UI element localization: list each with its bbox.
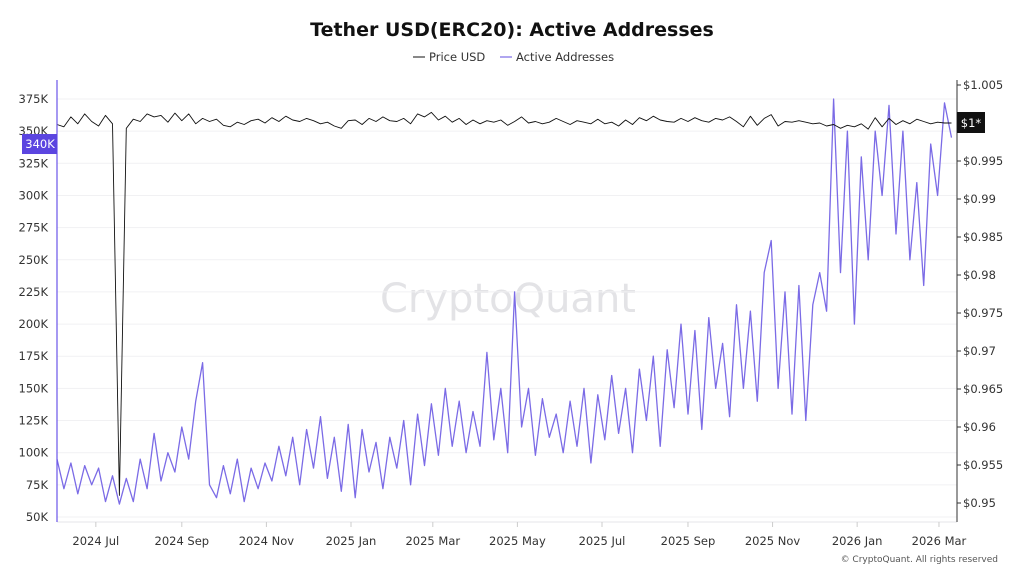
x-tick-label: 2024 Nov bbox=[239, 534, 295, 548]
chart-title: Tether USD(ERC20): Active Addresses bbox=[310, 19, 714, 41]
gridlines bbox=[57, 98, 957, 518]
left-tick-label: 325K bbox=[19, 156, 49, 170]
right-tick-label: $0.985 bbox=[963, 230, 1003, 244]
x-tick-label: 2025 May bbox=[489, 534, 546, 548]
right-tick-label: $1.005 bbox=[963, 78, 1003, 92]
left-y-axis: 50K 75K 100K 125K 150K 175K 200K 225K 250K 275K 30… bbox=[19, 92, 49, 524]
active-addresses-line bbox=[56, 98, 953, 505]
right-tick-label: $0.955 bbox=[963, 458, 1003, 472]
right-tick-label: $0.995 bbox=[963, 154, 1003, 168]
watermark: CryptoQuant bbox=[380, 276, 636, 322]
x-tick-label: 2025 Jan bbox=[326, 534, 377, 548]
right-tick-label: $0.96 bbox=[963, 420, 996, 434]
legend: Price USD Active Addresses bbox=[413, 50, 614, 64]
x-tick-label: 2026 Mar bbox=[912, 534, 967, 548]
x-tick-label: 2024 Sep bbox=[155, 534, 210, 548]
right-tick-label: $0.97 bbox=[963, 344, 996, 358]
copyright-footer: © CryptoQuant. All rights reserved bbox=[841, 555, 998, 565]
current-price-badge bbox=[957, 112, 985, 133]
left-tick-label: 225K bbox=[19, 285, 49, 299]
left-tick-label: 250K bbox=[19, 253, 49, 267]
x-tick-label: 2025 Jul bbox=[579, 534, 626, 548]
right-tick-label: $0.95 bbox=[963, 496, 996, 510]
left-tick-label: 100K bbox=[19, 446, 49, 460]
left-tick-label: 300K bbox=[19, 188, 49, 202]
legend-price-label[interactable]: Price USD bbox=[429, 50, 485, 64]
current-active-addresses-label: 340K bbox=[25, 137, 55, 151]
x-tick-label: 2024 Jul bbox=[72, 534, 119, 548]
left-tick-label: 375K bbox=[19, 92, 49, 106]
x-tick-label: 2025 Mar bbox=[405, 534, 460, 548]
x-tick-label: 2026 Jan bbox=[832, 534, 883, 548]
current-price-label: $1* bbox=[961, 116, 982, 130]
left-tick-label: 175K bbox=[19, 349, 49, 363]
right-tick-label: $0.99 bbox=[963, 192, 996, 206]
right-tick-label: $0.965 bbox=[963, 382, 1003, 396]
right-y-axis: $0.95 $0.955 $0.96 $0.965 $0.97 $0.975 $0.98 $0… bbox=[957, 78, 1003, 510]
right-tick-label: $0.975 bbox=[963, 306, 1003, 320]
current-active-addresses-badge bbox=[22, 134, 57, 155]
left-tick-label: 75K bbox=[26, 478, 49, 492]
x-tick-label: 2025 Sep bbox=[661, 534, 716, 548]
left-tick-label: 275K bbox=[19, 221, 49, 235]
right-tick-label: $0.98 bbox=[963, 268, 996, 282]
x-tick-label: 2025 Nov bbox=[745, 534, 801, 548]
current-value-badges: 340K $1* bbox=[22, 112, 985, 155]
left-tick-label: 50K bbox=[26, 510, 49, 524]
series-lines bbox=[56, 98, 953, 505]
price-usd-line bbox=[56, 111, 952, 496]
left-tick-label: 125K bbox=[19, 414, 49, 428]
x-axis: 2024 Jul 2024 Sep 2024 Nov 2025 Jan 2025 Mar… bbox=[57, 521, 967, 548]
left-tick-label: 200K bbox=[19, 317, 49, 331]
left-tick-label: 150K bbox=[19, 381, 49, 395]
legend-aa-label[interactable]: Active Addresses bbox=[516, 50, 614, 64]
